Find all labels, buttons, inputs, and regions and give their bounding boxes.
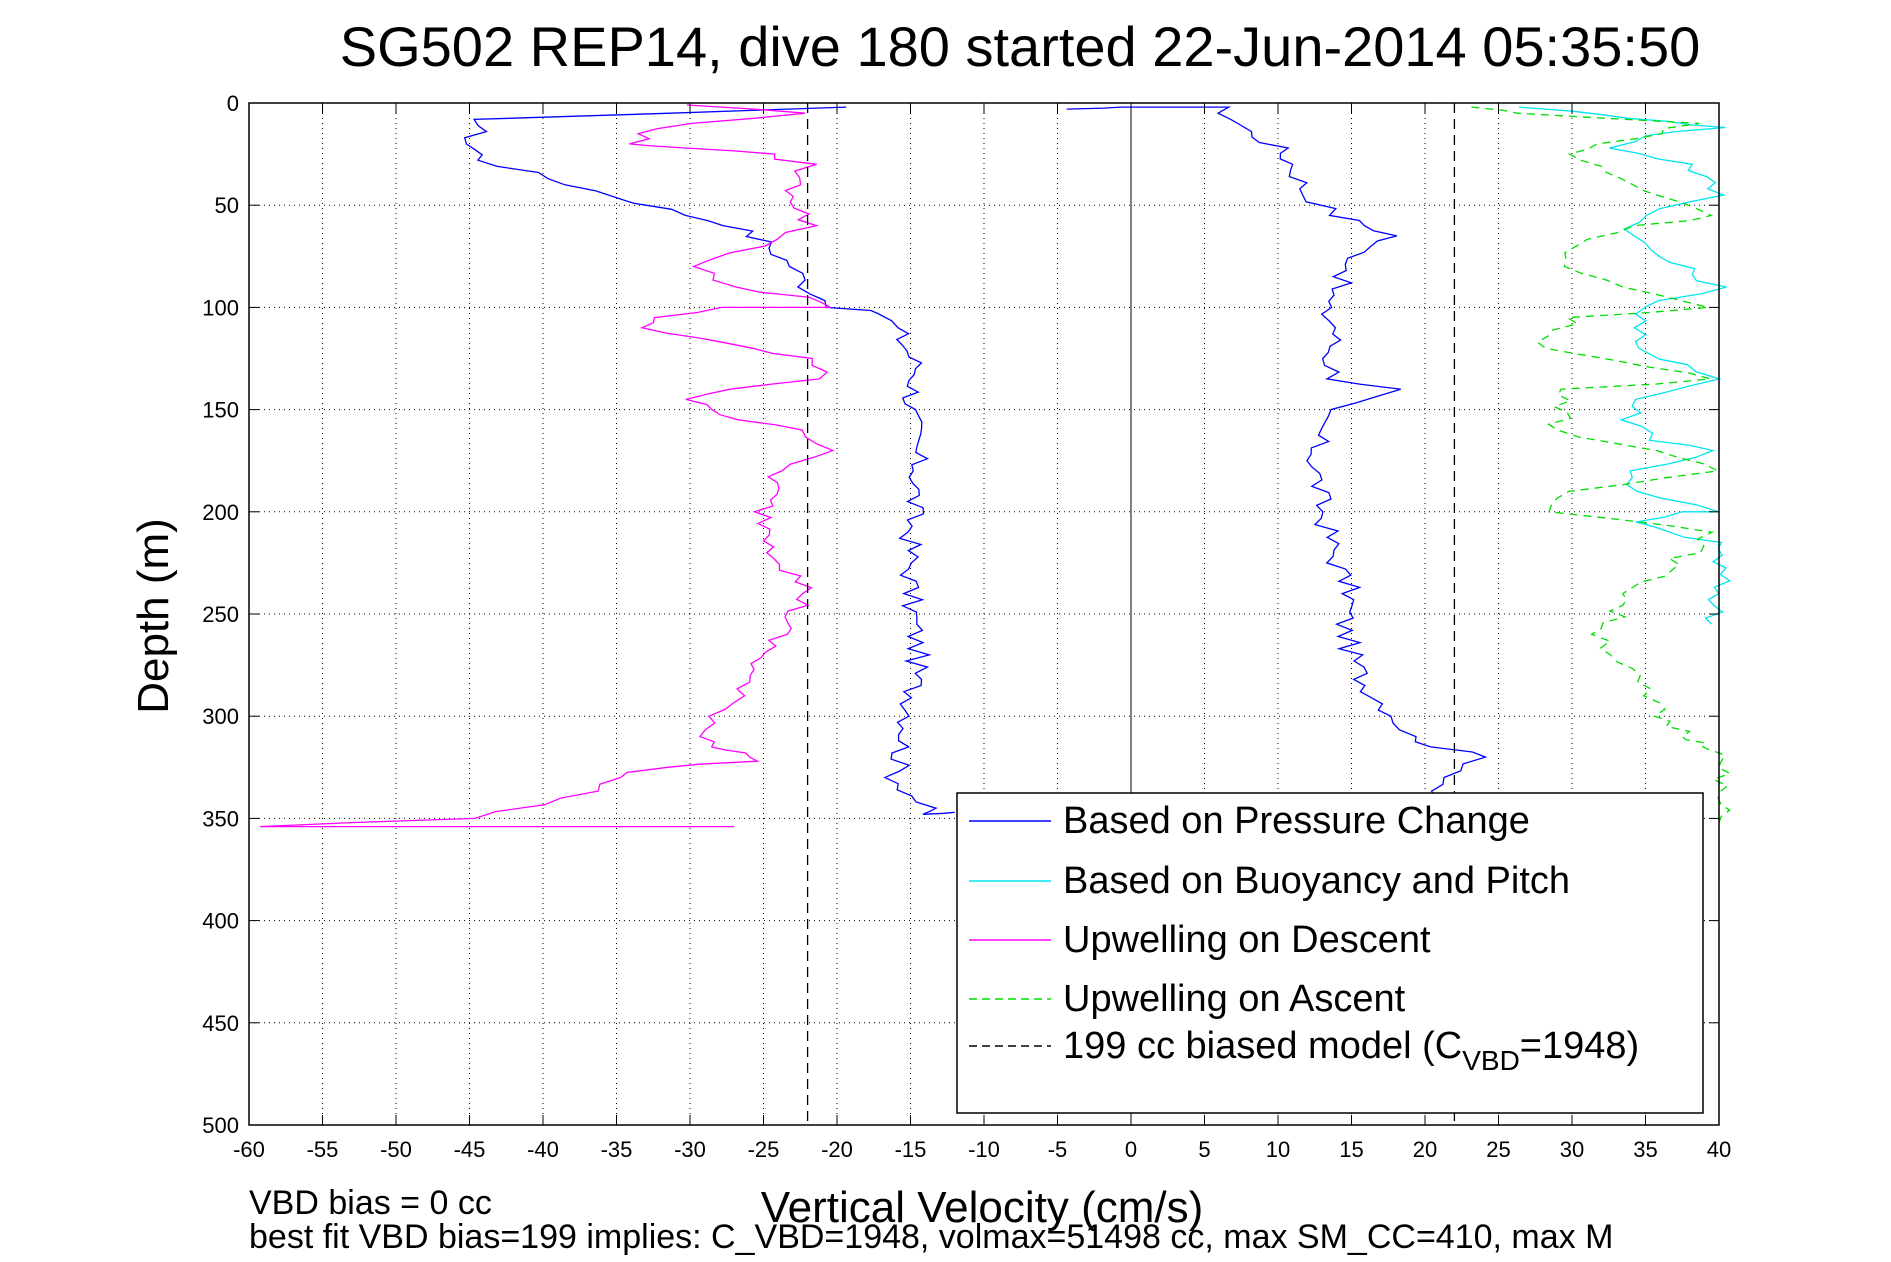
y-tick-label: 50 [215, 193, 239, 218]
x-tick-label: 30 [1560, 1137, 1584, 1162]
x-tick-label: -5 [1048, 1137, 1068, 1162]
y-tick-label: 350 [202, 806, 239, 831]
x-tick-label: -15 [895, 1137, 927, 1162]
note-best-fit: best fit VBD bias=199 implies: C_VBD=194… [249, 1218, 1613, 1256]
grid [249, 103, 1719, 1125]
x-tick-label: 40 [1707, 1137, 1731, 1162]
y-tick-labels: 0 50 100 150 200 250 300 350 400 450 500 [202, 91, 1719, 1138]
y-tick-label: 450 [202, 1011, 239, 1036]
series-line [1519, 106, 1731, 625]
x-tick-label: -50 [380, 1137, 412, 1162]
x-tick-label: -55 [307, 1137, 339, 1162]
legend-label: Upwelling on Descent [1063, 919, 1431, 961]
series-line [259, 104, 835, 828]
x-tick-label: -40 [527, 1137, 559, 1162]
legend-box [956, 792, 1704, 1114]
note-vbd-bias: VBD bias = 0 cc [249, 1184, 492, 1222]
y-axis-label: Depth (m) [129, 518, 178, 714]
series-layer [259, 103, 1732, 1125]
x-tick-label: -35 [601, 1137, 633, 1162]
x-tick-label: 25 [1486, 1137, 1510, 1162]
series-line [463, 106, 955, 815]
x-tick-label: -10 [968, 1137, 1000, 1162]
x-tick-label: 5 [1198, 1137, 1210, 1162]
series-line [1066, 106, 1488, 819]
legend: Based on Pressure Change Based on Buoyanc… [956, 792, 1704, 1114]
legend-label: Based on Pressure Change [1063, 800, 1530, 842]
y-tick-label: 150 [202, 398, 239, 423]
x-tick-label: -45 [454, 1137, 486, 1162]
y-tick-label: 200 [202, 500, 239, 525]
x-axis-label: Vertical Velocity (cm/s) [761, 1183, 1204, 1232]
x-tick-label: 15 [1339, 1137, 1363, 1162]
series-0 [463, 106, 1488, 819]
y-tick-label: 250 [202, 602, 239, 627]
chart-title: SG502 REP14, dive 180 started 22-Jun-201… [340, 15, 1701, 78]
x-tick-label: -20 [821, 1137, 853, 1162]
series-2 [259, 104, 835, 828]
x-tick-label: -60 [233, 1137, 265, 1162]
y-tick-label: 400 [202, 909, 239, 934]
legend-label: Based on Buoyancy and Pitch [1063, 860, 1570, 902]
x-tick-label: 20 [1413, 1137, 1437, 1162]
y-tick-label: 500 [202, 1113, 239, 1138]
series-3 [1471, 106, 1732, 823]
x-tick-label: -30 [674, 1137, 706, 1162]
series-line [1471, 106, 1732, 823]
x-tick-label: 35 [1633, 1137, 1657, 1162]
legend-label: Upwelling on Ascent [1063, 978, 1406, 1020]
y-tick-label: 0 [227, 91, 239, 116]
x-tick-labels: -60 -55 -50 -45 -40 -35 -30 -25 -20 -15 -10 -5 0 5 10 1… [233, 103, 1731, 1162]
y-tick-label: 300 [202, 704, 239, 729]
series-1 [1519, 106, 1731, 625]
x-tick-label: 0 [1125, 1137, 1137, 1162]
x-tick-label: 10 [1266, 1137, 1290, 1162]
x-tick-label: -25 [748, 1137, 780, 1162]
y-tick-label: 100 [202, 295, 239, 320]
